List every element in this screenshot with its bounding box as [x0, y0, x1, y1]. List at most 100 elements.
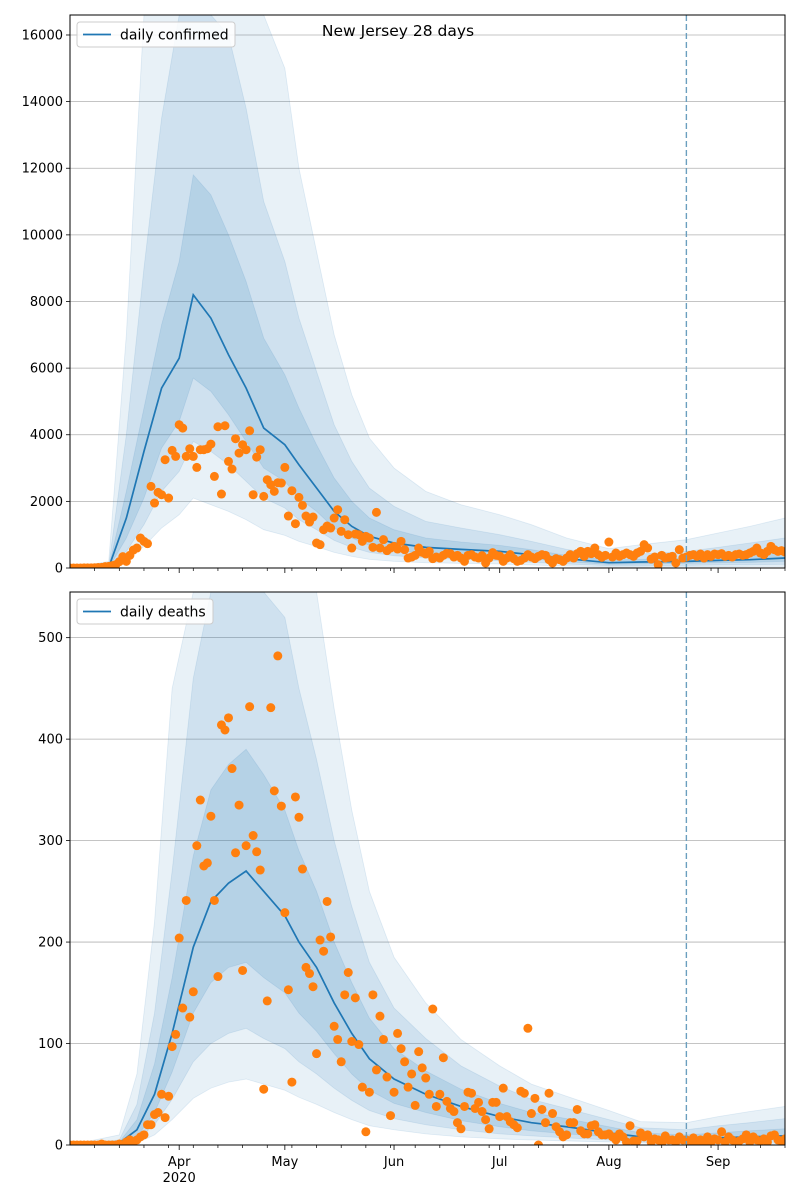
data-point — [343, 968, 353, 977]
data-point — [526, 1109, 536, 1119]
data-point — [544, 1088, 554, 1098]
data-point — [484, 1124, 494, 1134]
data-point — [178, 423, 188, 433]
data-point — [667, 551, 677, 561]
data-point — [364, 533, 374, 543]
data-point — [294, 492, 304, 502]
data-point — [340, 515, 350, 525]
data-point — [192, 462, 202, 472]
data-point — [220, 725, 230, 735]
data-point — [396, 1044, 406, 1054]
data-point — [643, 1130, 653, 1140]
data-point — [315, 935, 325, 945]
data-point — [238, 965, 248, 975]
data-point — [537, 1104, 547, 1114]
y-tick-label: 16000 — [22, 28, 63, 43]
data-point — [269, 486, 279, 496]
data-point — [428, 1004, 438, 1014]
data-point — [713, 1135, 723, 1145]
data-point — [329, 1021, 339, 1031]
data-point — [378, 535, 388, 545]
y-tick-label: 14000 — [22, 95, 63, 110]
data-point — [403, 1082, 413, 1092]
data-point — [389, 1087, 399, 1097]
x-tick-label: May — [271, 1155, 298, 1170]
data-point — [290, 792, 300, 802]
data-point — [297, 500, 307, 510]
y-tick-label: 400 — [38, 733, 63, 748]
y-tick-label: 4000 — [30, 428, 63, 443]
y-tick-label: 8000 — [30, 295, 63, 310]
data-point — [224, 456, 233, 466]
data-point — [421, 1073, 431, 1083]
data-point — [410, 550, 420, 560]
y-tick-label: 0 — [55, 562, 63, 577]
data-point — [540, 1118, 550, 1128]
data-point — [308, 512, 318, 522]
data-point — [255, 445, 265, 455]
data-point — [347, 1037, 357, 1046]
data-point — [569, 1118, 579, 1128]
data-point — [375, 1011, 385, 1021]
y-tick-label: 0 — [55, 1139, 63, 1154]
data-point — [477, 1107, 487, 1117]
plot-area — [70, 15, 785, 568]
data-point — [481, 1115, 491, 1125]
y-tick-label: 300 — [38, 834, 63, 849]
data-point — [220, 421, 230, 431]
data-point — [653, 560, 663, 568]
x-tick-label: Aug — [596, 1155, 621, 1170]
data-point — [590, 1120, 600, 1130]
data-point — [178, 1003, 188, 1013]
data-point — [400, 1057, 410, 1067]
data-point — [252, 847, 262, 857]
data-point — [315, 540, 325, 550]
data-point — [604, 537, 614, 547]
data-point — [181, 451, 191, 461]
data-point — [322, 896, 332, 906]
data-point — [396, 536, 406, 546]
data-point — [308, 982, 318, 992]
data-point — [294, 812, 304, 822]
data-point — [495, 1112, 505, 1122]
data-point — [424, 1089, 434, 1099]
data-point — [329, 513, 339, 523]
x-tick-label: Sep — [706, 1155, 731, 1170]
uncertainty-band — [70, 592, 785, 1145]
data-point — [357, 1082, 367, 1092]
data-point — [224, 713, 233, 723]
data-point — [248, 490, 258, 500]
data-point — [622, 1137, 631, 1145]
data-point — [209, 471, 219, 481]
y-tick-label: 100 — [38, 1037, 63, 1052]
data-point — [459, 1101, 469, 1111]
data-point — [231, 848, 241, 858]
data-point — [248, 831, 258, 841]
data-point — [375, 543, 385, 553]
data-point — [266, 703, 276, 713]
data-point — [255, 865, 265, 875]
y-tick-label: 10000 — [22, 228, 63, 243]
data-point — [160, 455, 170, 465]
legend-box — [76, 21, 236, 48]
data-point — [333, 1034, 343, 1044]
data-point — [195, 795, 205, 805]
data-point — [533, 1140, 543, 1145]
data-point — [438, 1053, 448, 1063]
data-point — [326, 523, 336, 533]
data-point — [262, 996, 272, 1006]
figure-title: New Jersey 28 days — [322, 22, 474, 40]
data-point — [456, 1124, 466, 1134]
x-tick-label: Jun — [383, 1155, 404, 1170]
data-point — [273, 651, 283, 661]
data-point — [171, 1029, 181, 1039]
legend-box — [76, 598, 214, 625]
data-point — [717, 1127, 727, 1137]
data-point — [287, 486, 297, 496]
data-point — [167, 1042, 177, 1052]
data-point — [424, 546, 434, 556]
data-point — [386, 1111, 396, 1121]
data-point — [442, 1096, 452, 1106]
data-point — [625, 1121, 635, 1131]
data-point — [132, 543, 142, 553]
